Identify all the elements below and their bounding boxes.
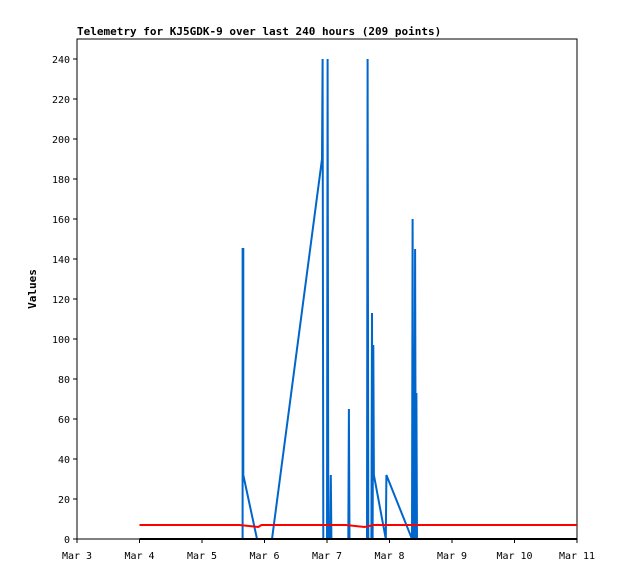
series-line-1 (139, 524, 577, 529)
series-group (139, 58, 577, 540)
y-tick-label: 40 (58, 455, 70, 466)
x-tick-label: Mar 11 (559, 551, 595, 562)
y-tick-label: 20 (58, 495, 70, 506)
y-tick-label: 160 (52, 215, 70, 226)
y-tick-label: 180 (52, 175, 70, 186)
y-tick-label: 120 (52, 295, 70, 306)
x-tick-label: Mar 8 (374, 551, 404, 562)
y-tick-label: 220 (52, 95, 70, 106)
y-tick-label: 100 (52, 335, 70, 346)
chart-title: Telemetry for KJ5GDK-9 over last 240 hou… (77, 25, 441, 38)
y-axis: 0 20 40 60 80 100 120 140 160 180 200 220 240 (52, 55, 77, 546)
x-tick-label: Mar 5 (187, 551, 217, 562)
x-tick-label: Mar 4 (124, 551, 154, 562)
y-tick-label: 80 (58, 375, 70, 386)
x-tick-label: Mar 10 (496, 551, 532, 562)
y-tick-label: 0 (64, 535, 70, 546)
y-tick-label: 60 (58, 415, 70, 426)
y-tick-label: 140 (52, 255, 70, 266)
y-tick-label: 200 (52, 135, 70, 146)
y-tick-label: 240 (52, 55, 70, 66)
y-axis-label: Values (26, 269, 39, 309)
x-tick-label: Mar 7 (312, 551, 342, 562)
x-tick-label: Mar 9 (437, 551, 467, 562)
x-tick-label: Mar 3 (62, 551, 92, 562)
x-tick-label: Mar 6 (249, 551, 279, 562)
